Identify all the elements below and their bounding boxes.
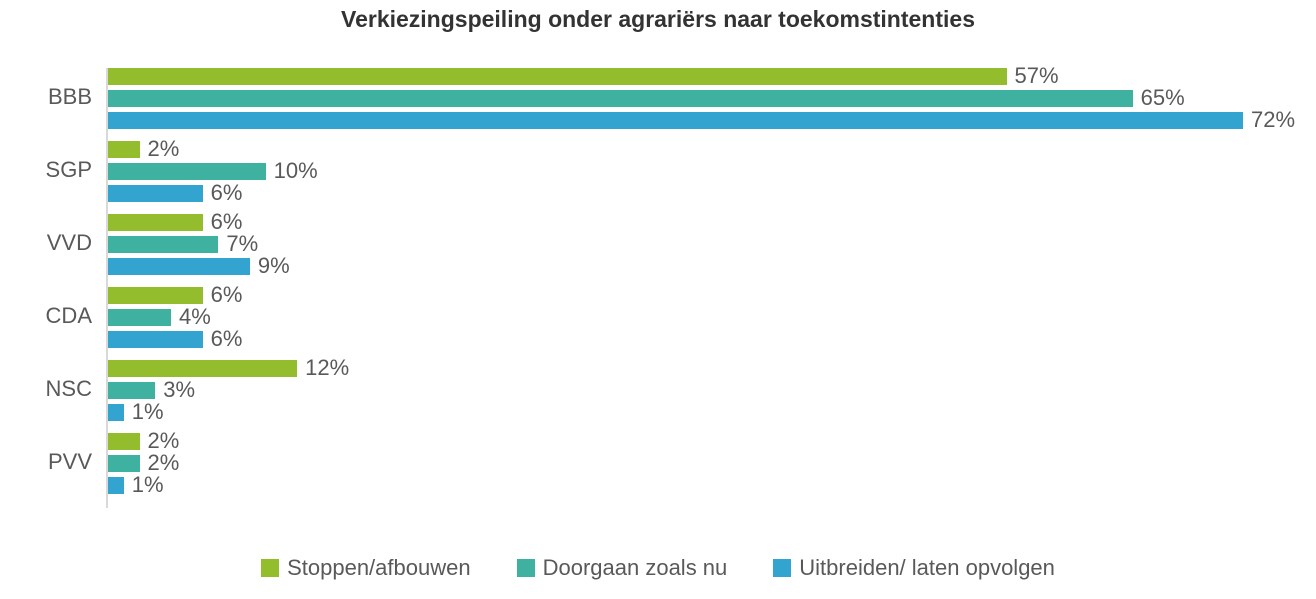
legend-label: Uitbreiden/ laten opvolgen bbox=[799, 555, 1055, 581]
plot-area: BBB57%65%72%SGP2%10%6%VVD6%7%9%CDA6%4%6%… bbox=[106, 68, 1268, 508]
bar-value-label: 65% bbox=[1141, 85, 1185, 111]
legend-swatch bbox=[773, 559, 791, 577]
bar bbox=[108, 141, 140, 158]
y-axis-label: PVV bbox=[12, 449, 92, 475]
bar-value-label: 10% bbox=[274, 158, 318, 184]
bar bbox=[108, 236, 218, 253]
bar-value-label: 9% bbox=[258, 253, 290, 279]
bar-value-label: 72% bbox=[1251, 107, 1295, 133]
bar bbox=[108, 382, 155, 399]
bar bbox=[108, 185, 203, 202]
legend-label: Stoppen/afbouwen bbox=[287, 555, 471, 581]
y-axis-label: NSC bbox=[12, 376, 92, 402]
chart-title: Verkiezingspeiling onder agrariërs naar … bbox=[0, 6, 1316, 33]
legend-label: Doorgaan zoals nu bbox=[543, 555, 728, 581]
bar bbox=[108, 163, 266, 180]
bar bbox=[108, 68, 1007, 85]
bar-value-label: 4% bbox=[179, 304, 211, 330]
bar bbox=[108, 287, 203, 304]
bar-value-label: 6% bbox=[211, 282, 243, 308]
bar-value-label: 57% bbox=[1015, 63, 1059, 89]
bar bbox=[108, 455, 140, 472]
bar bbox=[108, 112, 1243, 129]
chart-container: Verkiezingspeiling onder agrariërs naar … bbox=[0, 0, 1316, 599]
bar-value-label: 1% bbox=[132, 472, 164, 498]
bar-value-label: 2% bbox=[148, 136, 180, 162]
bar bbox=[108, 331, 203, 348]
bar bbox=[108, 404, 124, 421]
bar-value-label: 3% bbox=[163, 377, 195, 403]
legend-item: Uitbreiden/ laten opvolgen bbox=[773, 555, 1055, 581]
legend: Stoppen/afbouwen Doorgaan zoals nu Uitbrei… bbox=[0, 555, 1316, 581]
bar bbox=[108, 360, 297, 377]
bar bbox=[108, 477, 124, 494]
legend-swatch bbox=[517, 559, 535, 577]
bar-value-label: 6% bbox=[211, 180, 243, 206]
bar-value-label: 1% bbox=[132, 399, 164, 425]
legend-swatch bbox=[261, 559, 279, 577]
bar-value-label: 7% bbox=[226, 231, 258, 257]
bar bbox=[108, 433, 140, 450]
y-axis-label: SGP bbox=[12, 157, 92, 183]
bar bbox=[108, 258, 250, 275]
legend-item: Stoppen/afbouwen bbox=[261, 555, 471, 581]
y-axis-label: CDA bbox=[12, 303, 92, 329]
bar-value-label: 12% bbox=[305, 355, 349, 381]
bar bbox=[108, 214, 203, 231]
bar bbox=[108, 309, 171, 326]
bar bbox=[108, 90, 1133, 107]
y-axis-label: VVD bbox=[12, 230, 92, 256]
y-axis-label: BBB bbox=[12, 84, 92, 110]
legend-item: Doorgaan zoals nu bbox=[517, 555, 728, 581]
bar-value-label: 6% bbox=[211, 326, 243, 352]
